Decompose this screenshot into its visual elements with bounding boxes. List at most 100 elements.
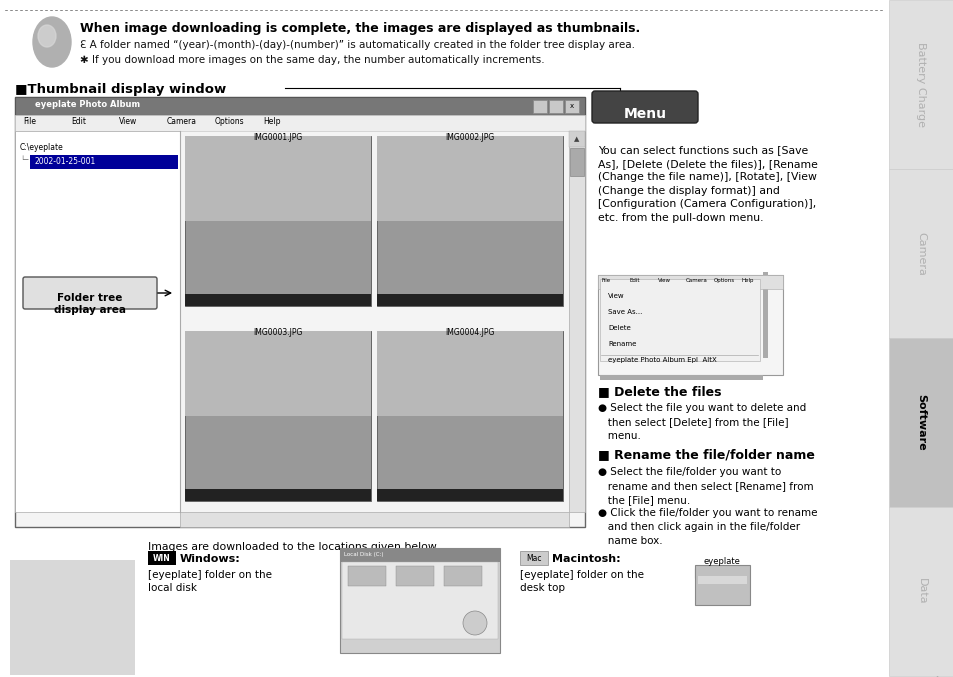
Text: Help: Help bbox=[263, 117, 280, 126]
Text: View: View bbox=[119, 117, 137, 126]
Text: Mac: Mac bbox=[526, 554, 541, 563]
Text: C:\eyeplate: C:\eyeplate bbox=[20, 143, 64, 152]
Bar bbox=[376, 294, 562, 306]
Bar bbox=[762, 272, 767, 358]
Text: IMG0002.JPG: IMG0002.JPG bbox=[445, 133, 494, 142]
Text: WIN: WIN bbox=[153, 554, 171, 563]
Bar bbox=[180, 512, 568, 527]
Text: 2002-01-25-001: 2002-01-25-001 bbox=[35, 157, 96, 166]
Text: ℇ A folder named “(year)-(month)-(day)-(number)” is automatically created in the: ℇ A folder named “(year)-(month)-(day)-(… bbox=[80, 40, 635, 50]
Bar bbox=[10, 560, 135, 675]
Text: View: View bbox=[607, 293, 624, 299]
Bar bbox=[598, 275, 782, 289]
Bar bbox=[185, 136, 371, 221]
Bar bbox=[15, 97, 584, 527]
Text: ✱ If you download more images on the same day, the number automatically incremen: ✱ If you download more images on the sam… bbox=[80, 55, 544, 65]
Bar bbox=[888, 0, 953, 169]
Bar bbox=[564, 100, 578, 113]
Text: Options: Options bbox=[713, 278, 735, 283]
Bar bbox=[185, 136, 371, 306]
Bar bbox=[548, 100, 562, 113]
Text: You can select functions such as [Save
As], [Delete (Delete the files)], [Rename: You can select functions such as [Save A… bbox=[598, 145, 817, 223]
Text: Rename: Rename bbox=[607, 341, 636, 347]
Text: ■ Delete the files: ■ Delete the files bbox=[598, 385, 720, 398]
Bar bbox=[376, 489, 562, 501]
Bar bbox=[888, 507, 953, 676]
Bar bbox=[395, 566, 434, 586]
Text: eyeplate: eyeplate bbox=[702, 557, 740, 566]
Text: Edit: Edit bbox=[629, 278, 639, 283]
FancyBboxPatch shape bbox=[592, 91, 698, 123]
Bar bbox=[148, 551, 175, 565]
Text: Delete: Delete bbox=[607, 325, 630, 331]
FancyBboxPatch shape bbox=[23, 277, 157, 309]
Bar bbox=[599, 279, 760, 361]
Text: eyeplate Photo Album Epl  AltX: eyeplate Photo Album Epl AltX bbox=[607, 357, 716, 363]
Bar bbox=[339, 548, 499, 562]
Text: Camera: Camera bbox=[685, 278, 707, 283]
Bar bbox=[30, 155, 178, 169]
Bar bbox=[695, 565, 749, 605]
Bar bbox=[339, 548, 499, 653]
Bar bbox=[599, 375, 762, 380]
Bar bbox=[443, 566, 481, 586]
Bar bbox=[185, 331, 371, 416]
Text: Camera: Camera bbox=[916, 232, 925, 276]
Bar bbox=[888, 169, 953, 338]
Text: Software: Software bbox=[916, 394, 925, 451]
Bar bbox=[348, 566, 386, 586]
Text: IMG0003.JPG: IMG0003.JPG bbox=[253, 328, 302, 337]
Bar bbox=[376, 136, 562, 306]
Text: ■Thumbnail display window: ■Thumbnail display window bbox=[15, 83, 226, 96]
Text: File: File bbox=[601, 278, 611, 283]
Text: eyeplate Photo Album: eyeplate Photo Album bbox=[35, 100, 140, 109]
Bar bbox=[376, 136, 562, 221]
Bar bbox=[15, 115, 584, 131]
Bar bbox=[185, 294, 371, 306]
Text: Macintosh:: Macintosh: bbox=[552, 554, 620, 564]
Bar bbox=[698, 576, 746, 584]
Bar bbox=[376, 331, 562, 416]
Bar bbox=[888, 338, 953, 507]
Text: Camera: Camera bbox=[167, 117, 196, 126]
Bar bbox=[15, 131, 180, 512]
Text: ■ Rename the file/folder name: ■ Rename the file/folder name bbox=[598, 448, 814, 461]
Text: [eyeplate] folder on the
local disk: [eyeplate] folder on the local disk bbox=[148, 570, 272, 593]
Text: Edit: Edit bbox=[71, 117, 86, 126]
Bar bbox=[695, 568, 722, 578]
Text: ● Click the file/folder you want to rename
   and then click again in the file/f: ● Click the file/folder you want to rena… bbox=[598, 508, 817, 546]
Ellipse shape bbox=[33, 17, 71, 67]
Bar bbox=[569, 148, 583, 176]
Text: When image downloading is complete, the images are displayed as thumbnails.: When image downloading is complete, the … bbox=[80, 22, 639, 35]
Text: [eyeplate] folder on the
desk top: [eyeplate] folder on the desk top bbox=[519, 570, 643, 593]
Bar bbox=[533, 100, 546, 113]
Bar bbox=[376, 331, 562, 501]
Bar bbox=[185, 331, 371, 501]
Text: Help: Help bbox=[741, 278, 754, 283]
Text: └─: └─ bbox=[20, 157, 29, 163]
Text: Battery Charge: Battery Charge bbox=[916, 42, 925, 127]
Text: Local Disk (C:): Local Disk (C:) bbox=[344, 552, 383, 557]
Bar bbox=[519, 551, 547, 565]
Bar bbox=[15, 97, 584, 115]
Circle shape bbox=[462, 611, 486, 635]
Ellipse shape bbox=[38, 25, 56, 47]
Text: ● Select the file/folder you want to
   rename and then select [Rename] from
   : ● Select the file/folder you want to ren… bbox=[598, 467, 813, 505]
Text: View: View bbox=[658, 278, 670, 283]
Text: x: x bbox=[569, 103, 574, 109]
Text: ▲: ▲ bbox=[574, 136, 579, 142]
Text: Menu: Menu bbox=[623, 107, 666, 121]
Text: ● Select the file you want to delete and
   then select [Delete] from the [File]: ● Select the file you want to delete and… bbox=[598, 403, 805, 441]
Text: File: File bbox=[23, 117, 36, 126]
Text: Windows:: Windows: bbox=[180, 554, 240, 564]
Text: Save As...: Save As... bbox=[607, 309, 641, 315]
Text: Images are downloaded to the locations given below.: Images are downloaded to the locations g… bbox=[148, 542, 438, 552]
Text: 5: 5 bbox=[929, 668, 939, 677]
Bar bbox=[341, 562, 497, 639]
Text: Folder tree
display area: Folder tree display area bbox=[54, 293, 126, 315]
Bar bbox=[568, 131, 584, 512]
Text: IMG0004.JPG: IMG0004.JPG bbox=[445, 328, 495, 337]
Bar bbox=[598, 275, 782, 375]
Text: IMG0001.JPG: IMG0001.JPG bbox=[253, 133, 302, 142]
Bar bbox=[185, 489, 371, 501]
